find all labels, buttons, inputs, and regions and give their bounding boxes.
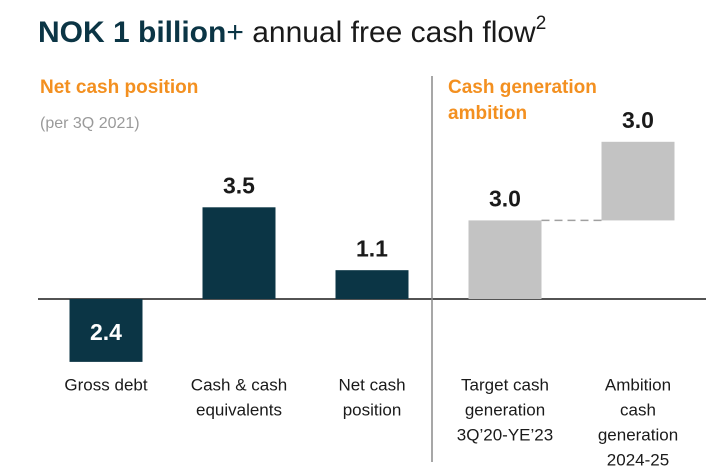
x-tick-label: Target cash <box>461 375 549 394</box>
bar <box>335 270 409 299</box>
x-tick-label: Gross debt <box>64 375 147 394</box>
data-label: 3.5 <box>223 172 255 198</box>
panel-subtitle: (per 3Q 2021) <box>40 115 140 132</box>
bar <box>202 207 276 299</box>
x-tick-label: cash <box>620 400 656 419</box>
x-tick-label: Ambition <box>605 375 671 394</box>
x-tick-label: Cash & cash <box>191 375 287 394</box>
title-sup: 2 <box>536 13 547 34</box>
x-tick-label: generation <box>465 400 545 419</box>
title-rest: annual free cash flow <box>244 16 536 49</box>
panel-title: Cash generation <box>448 77 597 98</box>
bar <box>601 141 675 221</box>
panel-title: ambition <box>448 103 527 124</box>
data-label: 3.0 <box>489 185 521 211</box>
x-tick-label: equivalents <box>196 400 282 419</box>
x-tick-label: position <box>343 400 402 419</box>
bar <box>69 299 143 362</box>
bar <box>468 220 542 299</box>
x-tick-label: generation <box>598 425 678 444</box>
data-label: 1.1 <box>356 235 388 261</box>
x-tick-label: Net cash <box>338 375 405 394</box>
page-title: NOK 1 billion+ annual free cash flow2 <box>38 13 546 49</box>
data-label: 3.0 <box>622 107 654 133</box>
x-tick-label: 3Q’20-YE’23 <box>457 425 553 444</box>
panel-title: Net cash position <box>40 77 198 98</box>
data-label: 2.4 <box>90 319 122 345</box>
title-bold: NOK 1 billion <box>38 16 226 49</box>
title-plus: + <box>226 16 244 49</box>
x-tick-label: 2024-25 <box>607 450 669 469</box>
